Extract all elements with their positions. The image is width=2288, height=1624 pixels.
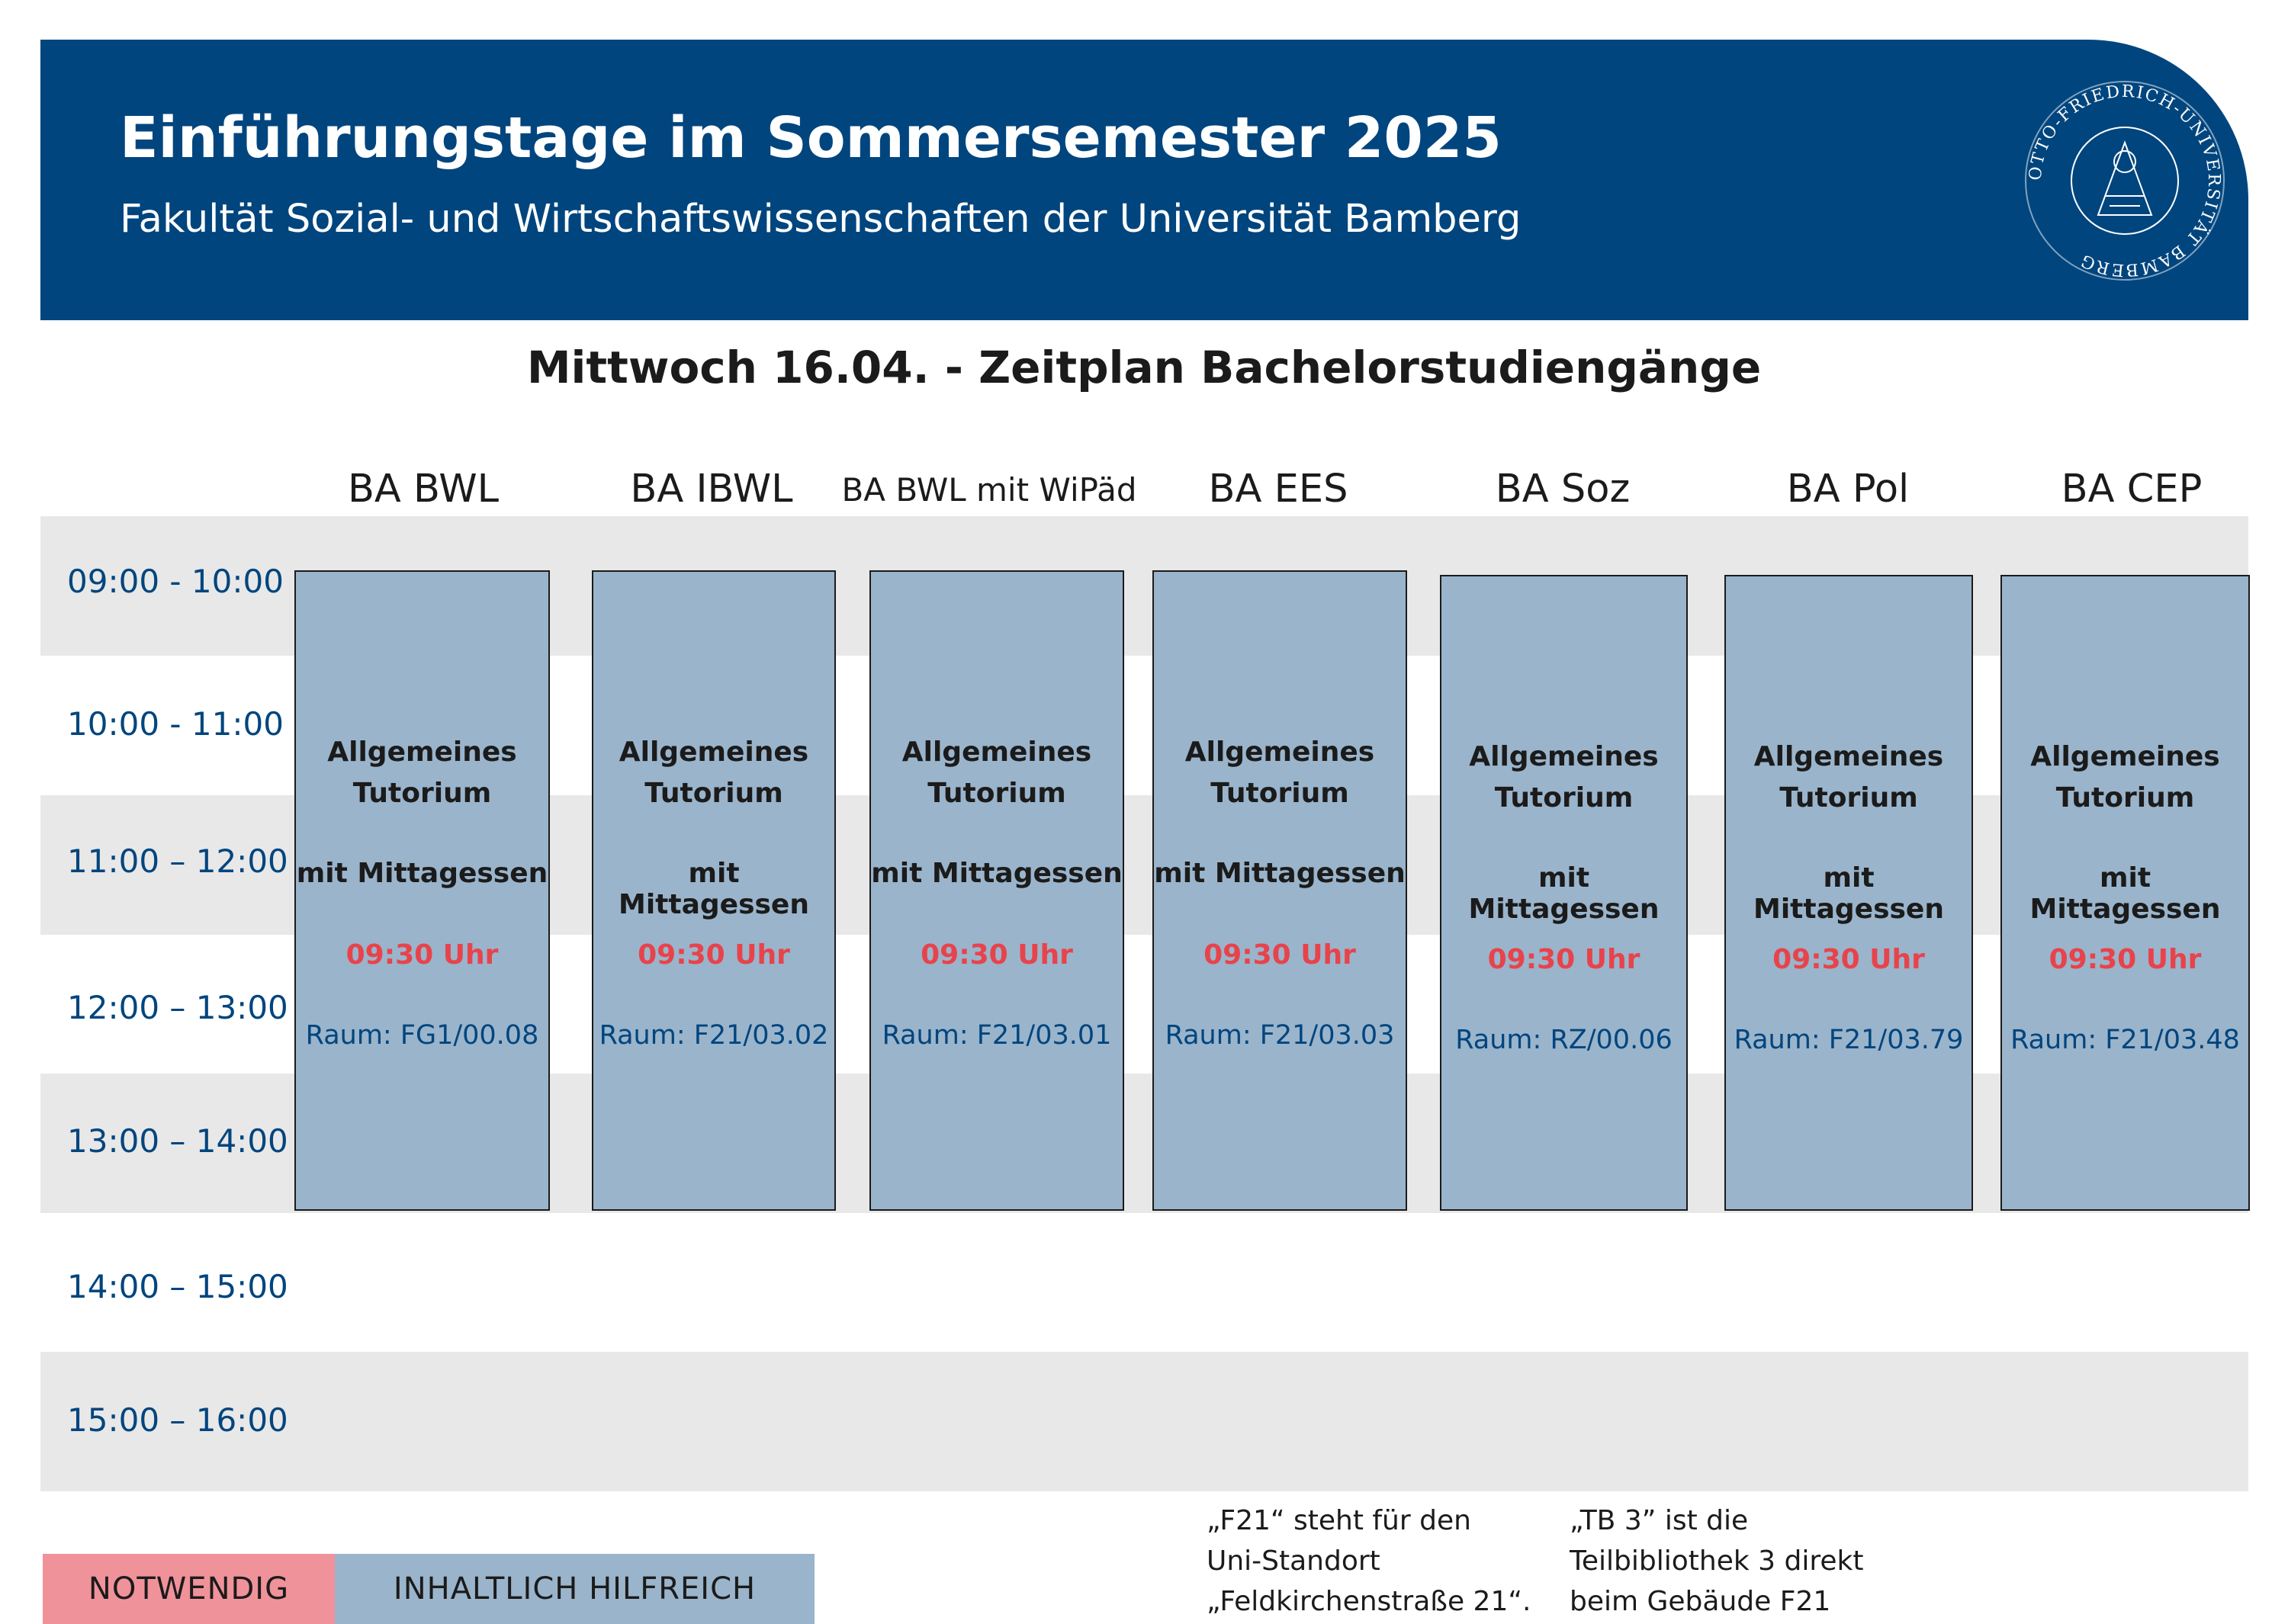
column-header-ba-soz: BA Soz [1495, 467, 1631, 512]
header-banner: Einführungstage im Sommersemester 2025 F… [40, 40, 2248, 320]
event-title-line1: Allgemeines [901, 737, 1092, 768]
event-time: 09:30 Uhr [1203, 939, 1356, 971]
event-title-line2: Tutorium [927, 778, 1066, 809]
event-block-ba-soz[interactable]: Allgemeines Tutorium mit Mittagessen 09:3… [1440, 575, 1688, 1211]
time-label: 14:00 – 15:00 [67, 1268, 288, 1305]
event-block-ba-bwl[interactable]: Allgemeines Tutorium mit Mittagessen 09:3… [294, 570, 550, 1211]
page-header-title: Einführungstage im Sommersemester 2025 [120, 105, 1502, 171]
column-header-ba-bwl-wipaed: BA BWL mit WiPäd [841, 471, 1137, 509]
event-title-line2: Tutorium [1494, 782, 1634, 814]
event-room: Raum: F21/03.02 [599, 1020, 829, 1051]
note-line: Teilbibliothek 3 direkt [1570, 1545, 1864, 1577]
column-header-ba-cep: BA CEP [2061, 467, 2203, 512]
column-header-ba-pol: BA Pol [1786, 467, 1910, 512]
event-subtitle: mit Mittagessen [1154, 858, 1406, 889]
event-room: Raum: F21/03.01 [882, 1020, 1112, 1051]
column-header-ba-ees: BA EES [1208, 467, 1348, 512]
event-block-ba-ees[interactable]: Allgemeines Tutorium mit Mittagessen 09:3… [1152, 570, 1407, 1211]
event-time: 09:30 Uhr [2049, 944, 2202, 975]
time-label: 11:00 – 12:00 [67, 842, 288, 880]
note-f21: „F21“ steht für den Uni-Standort „Feldki… [1207, 1500, 1531, 1622]
note-line: beim Gebäude F21 [1570, 1586, 1831, 1617]
event-room: Raum: F21/03.03 [1165, 1020, 1395, 1051]
column-header-ba-bwl: BA BWL [347, 467, 500, 512]
note-line: „F21“ steht für den [1207, 1505, 1471, 1536]
event-title-line2: Tutorium [2055, 782, 2195, 814]
event-room: Raum: FG1/00.08 [305, 1020, 539, 1051]
event-block-ba-ibwl[interactable]: Allgemeines Tutorium mit Mittagessen 09:3… [592, 570, 836, 1211]
time-label: 12:00 – 13:00 [67, 989, 288, 1026]
event-title-line1: Allgemeines [1469, 741, 1659, 772]
event-title-line1: Allgemeines [327, 737, 517, 768]
event-subtitle: mit Mittagessen [1468, 862, 1660, 925]
event-subtitle: mit Mittagessen [619, 858, 809, 920]
event-title-line2: Tutorium [644, 778, 783, 809]
event-time: 09:30 Uhr [1772, 944, 1925, 975]
event-title-line1: Allgemeines [2030, 741, 2220, 772]
legend-helpful: INHALTLICH HILFREICH [335, 1554, 815, 1624]
time-label: 09:00 - 10:00 [67, 563, 284, 600]
seal-text: OTTO-FRIEDRICH-UNIVERSITÄT BAMBERG [2026, 82, 2222, 280]
event-title-line1: Allgemeines [1753, 741, 1944, 772]
time-row-band [40, 1352, 2248, 1491]
time-label: 13:00 – 14:00 [67, 1122, 288, 1160]
event-subtitle: mit Mittagessen [296, 858, 548, 889]
event-block-ba-cep[interactable]: Allgemeines Tutorium mit Mittagessen 09:3… [2000, 575, 2250, 1211]
event-room: Raum: F21/03.48 [2010, 1025, 2240, 1055]
event-title-line2: Tutorium [1210, 778, 1349, 809]
event-room: Raum: RZ/00.06 [1455, 1025, 1673, 1055]
event-time: 09:30 Uhr [345, 939, 499, 971]
event-block-ba-bwl-wipaed[interactable]: Allgemeines Tutorium mit Mittagessen 09:3… [869, 570, 1124, 1211]
event-time: 09:30 Uhr [1487, 944, 1640, 975]
time-label: 15:00 – 16:00 [67, 1401, 288, 1439]
note-line: „Feldkirchenstraße 21“. [1207, 1586, 1531, 1617]
event-room: Raum: F21/03.79 [1734, 1025, 1964, 1055]
event-block-ba-pol[interactable]: Allgemeines Tutorium mit Mittagessen 09:3… [1724, 575, 1973, 1211]
note-tb3: „TB 3” ist die Teilbibliothek 3 direkt b… [1570, 1500, 1863, 1622]
event-subtitle: mit Mittagessen [871, 858, 1123, 889]
event-time: 09:30 Uhr [638, 939, 790, 971]
time-label: 10:00 - 11:00 [67, 705, 284, 743]
note-line: Uni-Standort [1207, 1545, 1380, 1577]
page-header-subtitle: Fakultät Sozial- und Wirtschaftswissensc… [120, 197, 1522, 242]
event-title-line1: Allgemeines [1184, 737, 1375, 768]
schedule-title: Mittwoch 16.04. - Zeitplan Bachelorstudi… [526, 342, 1762, 393]
event-title-line2: Tutorium [352, 778, 492, 809]
note-line: „TB 3” ist die [1570, 1505, 1749, 1536]
event-subtitle: mit Mittagessen [1753, 862, 1944, 925]
event-time: 09:30 Uhr [921, 939, 1073, 971]
event-title-line1: Allgemeines [619, 737, 809, 768]
university-seal-icon: OTTO-FRIEDRICH-UNIVERSITÄT BAMBERG [2025, 81, 2225, 281]
column-header-ba-ibwl: BA IBWL [630, 467, 793, 512]
event-subtitle: mit Mittagessen [2029, 862, 2221, 925]
svg-text:OTTO-FRIEDRICH-UNIVERSITÄT BAM: OTTO-FRIEDRICH-UNIVERSITÄT BAMBERG [2026, 82, 2223, 280]
legend-required: NOTWENDIG [43, 1554, 335, 1624]
event-title-line2: Tutorium [1779, 782, 1918, 814]
